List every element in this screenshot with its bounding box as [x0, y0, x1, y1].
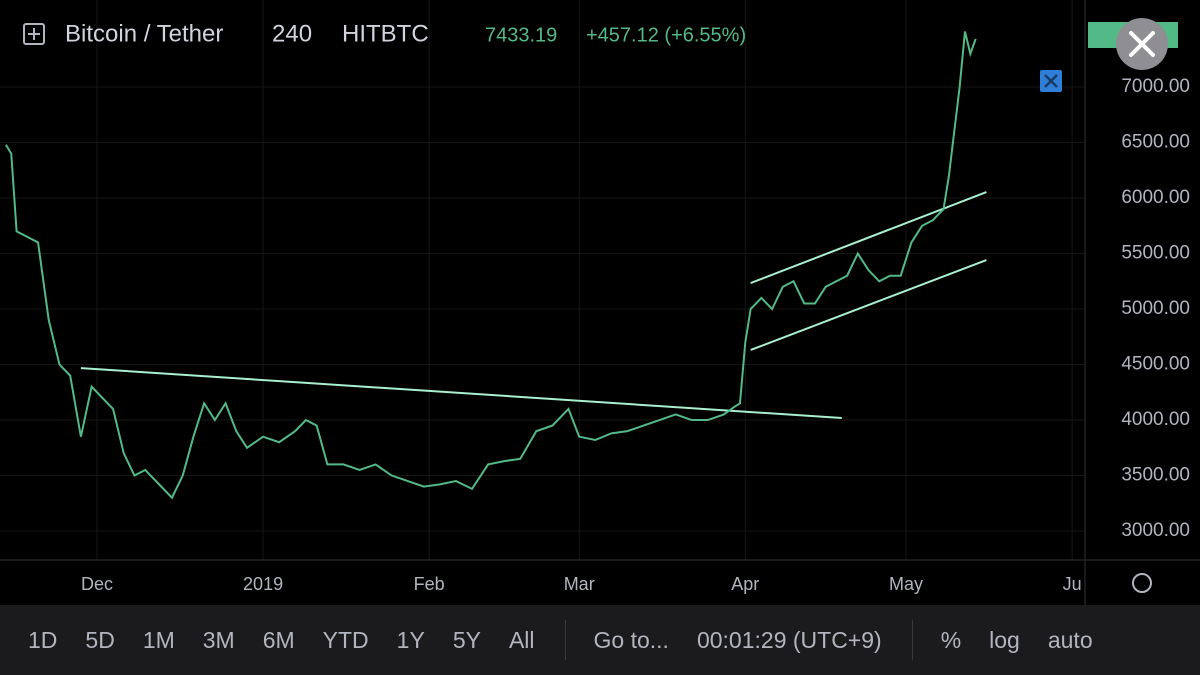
y-tick-label: 6500.00: [1121, 132, 1190, 153]
trendline: [750, 259, 987, 351]
y-tick-label: 6000.00: [1121, 187, 1190, 208]
y-tick-label: 3500.00: [1121, 465, 1190, 486]
x-tick-label: Ju: [1063, 574, 1082, 594]
price-change: +457.12 (+6.55%): [586, 24, 746, 46]
range-button[interactable]: 1M: [142, 626, 175, 653]
y-tick-label: 3000.00: [1121, 520, 1190, 541]
trendline: [80, 367, 842, 420]
range-button[interactable]: 5Y: [452, 626, 481, 653]
y-tick-label: 5000.00: [1121, 298, 1190, 319]
range-button[interactable]: 1Y: [396, 626, 425, 653]
interval: 240: [272, 20, 312, 47]
y-tick-label: 7000.00: [1121, 76, 1190, 97]
range-button[interactable]: 5D: [85, 626, 115, 653]
add-icon-plus: [28, 28, 40, 40]
y-tick-label: 4500.00: [1121, 354, 1190, 375]
x-tick-label: Feb: [414, 574, 445, 594]
x-tick-label: Mar: [564, 574, 595, 594]
close-icon: [1129, 31, 1155, 57]
goto-button[interactable]: Go to...: [593, 626, 669, 653]
grid: [0, 0, 1085, 560]
background: [0, 0, 1200, 605]
symbol: Bitcoin / Tether: [65, 20, 223, 47]
marker-icon-glyph: [1044, 74, 1058, 88]
plot: [5, 31, 987, 500]
scale-option[interactable]: auto: [1047, 626, 1093, 653]
y-tick-label: 4000.00: [1121, 409, 1190, 430]
last-price: 7433.19: [485, 24, 557, 46]
y-tick-label: 5500.00: [1121, 243, 1190, 264]
x-tick-label: May: [889, 574, 923, 594]
x-tick-label: Apr: [731, 574, 759, 594]
scale-option[interactable]: %: [940, 626, 962, 653]
range-button[interactable]: 3M: [202, 626, 235, 653]
clock: 00:01:29 (UTC+9): [696, 626, 882, 653]
range-button[interactable]: 1D: [28, 626, 58, 653]
x-tick-label: Dec: [81, 574, 113, 594]
chart: Bitcoin / Tether 240 HITBTC 7433.19 +457…: [0, 0, 1200, 605]
trendline: [750, 191, 987, 284]
range-button[interactable]: All: [508, 626, 535, 653]
settings-icon[interactable]: [1132, 573, 1152, 593]
toolbar: 1D 5D 1M 3M 6M YTD 1Y 5Y All Go to... 00:01:29 (UT…: [0, 605, 1200, 675]
scale-option[interactable]: log: [989, 626, 1020, 653]
range-button[interactable]: YTD: [322, 626, 369, 653]
price-line: [5, 31, 977, 500]
x-tick-label: 2019: [243, 574, 283, 594]
add-icon[interactable]: [23, 23, 45, 45]
range-button[interactable]: 6M: [262, 626, 295, 653]
separator: [564, 620, 566, 660]
separator: [911, 620, 913, 660]
exchange: HITBTC: [342, 20, 429, 47]
